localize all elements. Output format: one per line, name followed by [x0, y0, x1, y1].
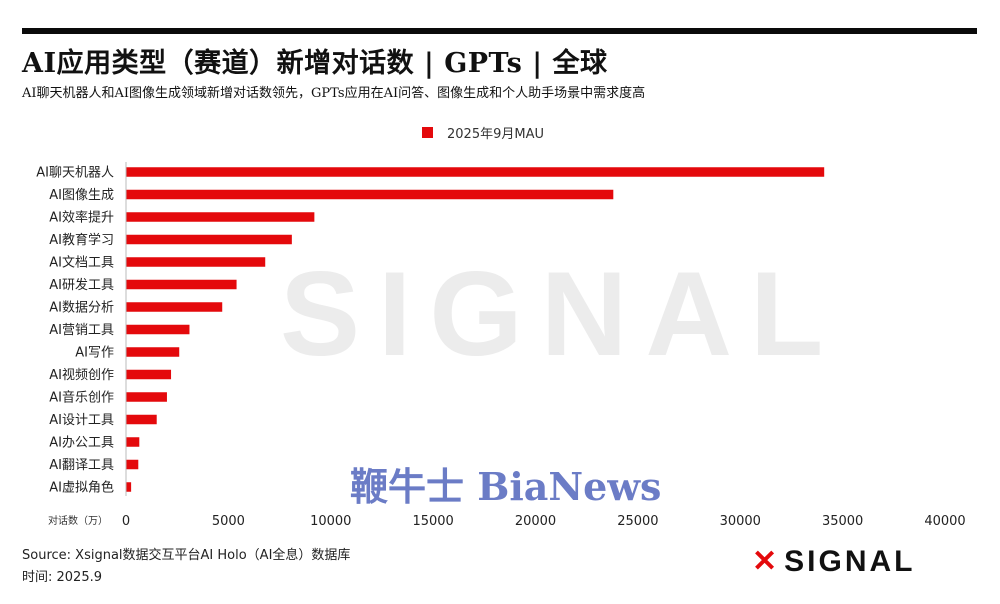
category-label: AI虚拟角色	[49, 480, 114, 496]
bar	[126, 257, 266, 267]
bar	[126, 414, 157, 425]
category-label: AI营销工具	[49, 323, 114, 338]
legend-swatch	[422, 127, 433, 138]
category-label: AI效率提升	[49, 210, 114, 226]
category-label: AI研发工具	[49, 277, 114, 293]
legend: 2025年9月MAU	[422, 123, 544, 142]
bar	[126, 392, 167, 402]
bar	[126, 234, 292, 245]
x-tick-label: 5000	[212, 514, 245, 529]
watermark-bianews: 鞭牛士 BiaNews	[350, 464, 662, 509]
x-tick-label: 0	[122, 514, 130, 529]
bar	[126, 369, 172, 380]
xsignal-logo: ✕ SIGNAL	[752, 544, 915, 579]
category-label: AI教育学习	[49, 232, 114, 248]
category-label: AI办公工具	[49, 436, 114, 451]
x-tick-label: 20000	[515, 514, 556, 529]
x-tick-label: 40000	[924, 514, 965, 529]
chart-subtitle: AI聊天机器人和AI图像生成领域新增对话数领先，GPTs应用在AI问答、图像生成…	[22, 86, 646, 101]
category-label: AI设计工具	[49, 413, 114, 428]
bar	[126, 482, 132, 492]
category-label: AI聊天机器人	[36, 166, 114, 181]
bar	[126, 279, 237, 290]
category-label: AI文档工具	[49, 256, 114, 271]
date-note: 时间: 2025.9	[22, 570, 102, 585]
category-label: AI数据分析	[49, 301, 114, 316]
logo-text: SIGNAL	[784, 544, 916, 578]
x-tick-label: 15000	[412, 514, 453, 529]
top-rule	[22, 28, 977, 34]
chart-title: AI应用类型（赛道）新增对话数 | GPTs | 全球	[22, 48, 608, 79]
source-note: Source: Xsignal数据交互平台AI Holo（AI全息）数据库	[22, 548, 351, 563]
bar	[126, 459, 139, 470]
x-tick-label: 10000	[310, 514, 351, 529]
bar	[126, 189, 614, 200]
x-logo-icon: ✕	[752, 545, 781, 578]
bar	[126, 324, 190, 335]
x-tick-label: 30000	[720, 514, 761, 529]
bar	[126, 302, 223, 312]
bar	[126, 167, 825, 177]
x-axis-label: 对话数（万）	[48, 514, 108, 527]
x-tick-label: 35000	[822, 514, 863, 529]
bar	[126, 437, 140, 447]
category-label: AI翻译工具	[49, 458, 114, 473]
bar	[126, 212, 315, 222]
category-label: AI音乐创作	[49, 390, 114, 406]
x-tick-label: 25000	[617, 514, 658, 529]
bar	[126, 347, 180, 357]
category-label: AI写作	[75, 346, 114, 361]
category-label: AI视频创作	[49, 368, 114, 383]
category-label: AI图像生成	[49, 188, 114, 203]
legend-label: 2025年9月MAU	[447, 127, 544, 142]
watermark-signal: SIGNAL	[280, 247, 842, 381]
